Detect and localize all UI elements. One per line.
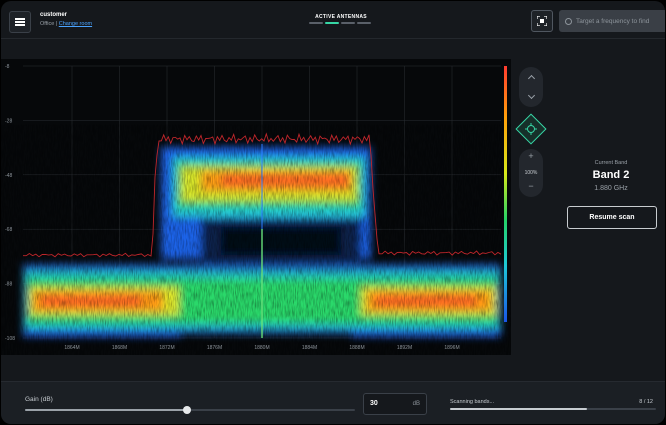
y-tick-label: -28 <box>5 118 12 124</box>
gain-label: Gain (dB) <box>25 396 53 403</box>
x-tick-label: 1872M <box>159 345 174 351</box>
scroll-down-button[interactable] <box>519 87 543 107</box>
zoom-level: 100% <box>524 170 538 176</box>
antenna-selector <box>309 22 371 24</box>
chart-axes: -8 -28 -48 -68 -88 -108 1864M 1868M 1872M 1876M 18… <box>5 64 460 351</box>
gain-input[interactable]: 30 dB <box>363 393 427 415</box>
x-tick-label: 1884M <box>302 345 317 351</box>
scroll-up-button[interactable] <box>519 67 543 87</box>
x-tick-label: 1876M <box>207 345 222 351</box>
band-frequency: 1.880 GHz <box>594 185 628 192</box>
gain-slider-fill <box>25 409 187 411</box>
chevron-down-icon <box>527 91 535 100</box>
y-tick-label: -108 <box>5 336 15 342</box>
color-scale-bar <box>504 66 507 322</box>
menu-button[interactable] <box>9 11 31 33</box>
x-tick-label: 1880M <box>254 345 269 351</box>
antenna-indicator[interactable] <box>357 22 371 24</box>
change-room-link[interactable]: Change room <box>58 21 93 27</box>
header-divider <box>1 38 665 39</box>
x-tick-label: 1868M <box>112 345 127 351</box>
gain-slider-thumb[interactable] <box>182 406 191 414</box>
y-tick-label: -48 <box>5 173 12 179</box>
x-tick-label: 1864M <box>64 345 79 351</box>
focus-frame-icon <box>537 16 547 26</box>
target-frequency-button[interactable]: Target a frequency to find <box>559 10 665 32</box>
antenna-indicator-active[interactable] <box>325 22 339 24</box>
resume-scan-button[interactable]: Resume scan <box>567 206 657 229</box>
crosshair-icon <box>525 123 537 135</box>
zoom-control: + 100% − <box>519 149 543 197</box>
max-hold-trace <box>23 132 502 258</box>
antenna-indicator[interactable] <box>309 22 323 24</box>
y-tick-label: -8 <box>5 64 10 70</box>
band-name: Band 2 <box>592 169 630 181</box>
scan-progress-fill <box>450 408 588 410</box>
hamburger-icon <box>15 18 25 26</box>
x-tick-label: 1896M <box>444 345 459 351</box>
gain-slider[interactable] <box>25 406 355 414</box>
location-line: Office | Change room <box>40 21 92 27</box>
chevron-up-icon <box>527 74 535 83</box>
scanning-label: Scanning bands... <box>450 399 495 405</box>
gain-unit: dB <box>412 401 420 407</box>
zoom-in-button[interactable]: + <box>528 151 534 161</box>
current-band-label: Current Band <box>594 160 628 166</box>
scan-count: 8 / 12 <box>639 399 653 405</box>
x-tick-label: 1888M <box>349 345 364 351</box>
zoom-out-button[interactable]: − <box>528 181 534 191</box>
vertical-scroll-group <box>519 67 543 107</box>
x-tick-label: 1892M <box>397 345 412 351</box>
scan-progress-bar <box>450 408 656 410</box>
spectrogram-heatmap <box>23 144 501 338</box>
y-tick-label: -68 <box>5 227 12 233</box>
location-prefix: Office | <box>40 21 59 27</box>
spectrogram-chart[interactable]: -8 -28 -48 -68 -88 -108 1864M 1868M 1872M 1876M 18… <box>1 59 511 355</box>
antenna-indicator[interactable] <box>341 22 355 24</box>
active-antennas-title: ACTIVE ANTENNAS <box>315 14 367 20</box>
bottom-panel: Gain (dB) 30 dB Scanning bands... 8 / 12 <box>1 381 665 424</box>
gain-value: 30 <box>370 400 378 407</box>
y-tick-label: -88 <box>5 282 12 288</box>
customer-name: customer <box>40 12 68 18</box>
target-icon <box>565 17 572 25</box>
focus-button[interactable] <box>531 10 553 32</box>
target-frequency-label: Target a frequency to find <box>576 17 650 25</box>
